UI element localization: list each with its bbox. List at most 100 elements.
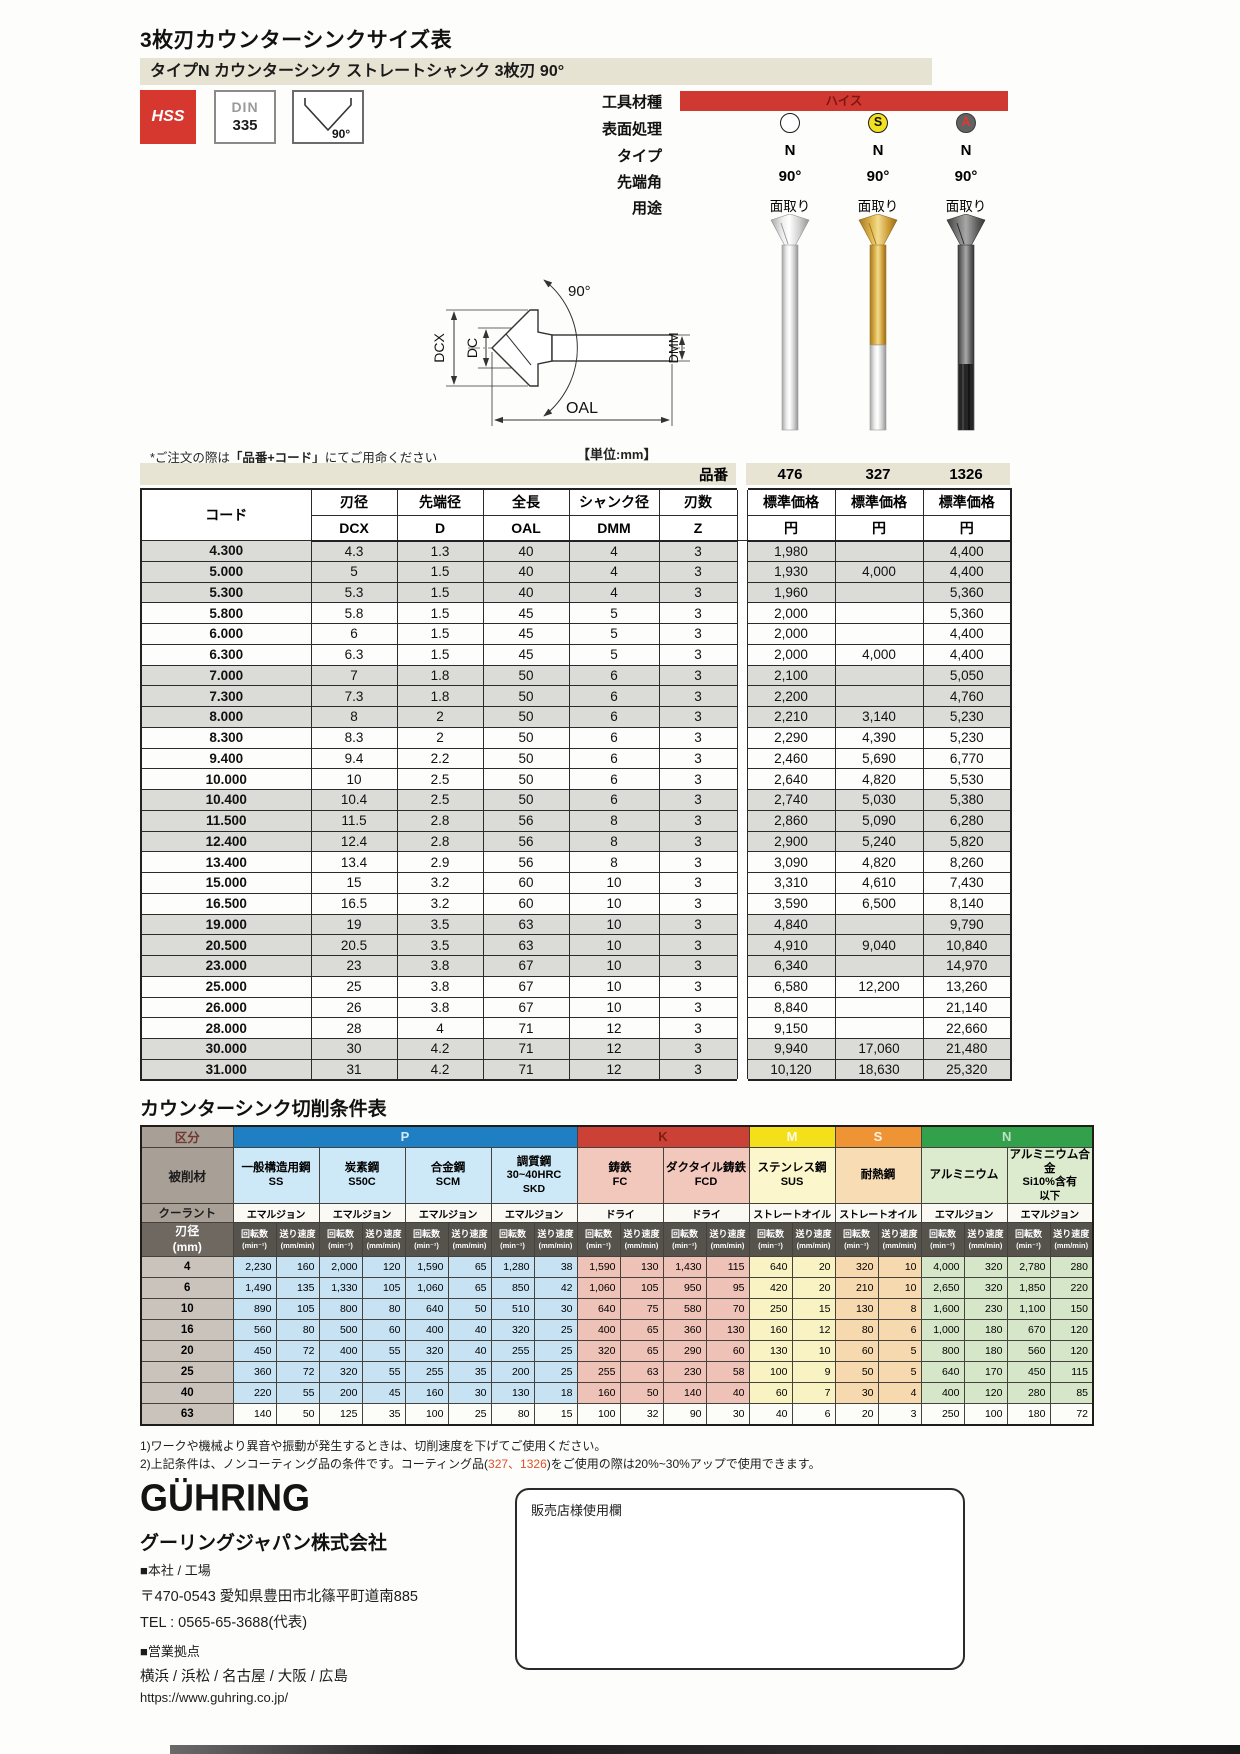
col-subheader-yen: 円	[834, 515, 924, 542]
cut-material: 一般構造用鋼 SS	[232, 1146, 320, 1205]
condition-cell: 220	[232, 1382, 277, 1405]
size-cell: 5	[568, 602, 660, 624]
material-name: 耐熱鋼	[860, 1169, 896, 1182]
cut-group-K: K	[576, 1125, 750, 1148]
size-cell: 67	[482, 996, 570, 1019]
condition-cell: 65	[447, 1277, 492, 1300]
cut-coolant-row: クーラント エマルジョン エマルジョン エマルジョン エマルジョン ドライ ドライ ストレート…	[140, 1203, 1094, 1224]
condition-cell: 95	[705, 1277, 750, 1300]
condition-cell: 50	[619, 1382, 664, 1405]
cut-material: アルミニウム合金 Si10%含有 以下	[1006, 1146, 1094, 1205]
size-cell: 25.000	[140, 975, 312, 998]
part-number-label: 品番	[699, 467, 728, 484]
col-header-z: 刃数	[658, 488, 738, 516]
condition-cell: 250	[748, 1298, 793, 1321]
size-cell: 8,840	[746, 996, 836, 1019]
size-cell: 6	[568, 789, 660, 811]
condition-cell: 1,100	[1006, 1298, 1051, 1321]
size-row: 25.000 25 3.8 67 10 3 6,580 12,200 13,260	[140, 975, 1012, 998]
tel: TEL : 0565-65-3688(代表)	[140, 1615, 308, 1631]
size-cell: 5,360	[922, 581, 1012, 604]
size-cell: 15	[310, 872, 398, 894]
website-url: https://www.guhring.co.jp/	[140, 1690, 289, 1705]
condition-cell: 6	[791, 1403, 836, 1426]
size-row: 15.000 15 3.2 60 10 3 3,310 4,610 7,430	[140, 872, 1012, 894]
size-cell: 8	[568, 809, 660, 832]
col-header-code: コード	[140, 488, 312, 541]
size-cell: 4,610	[834, 872, 924, 894]
type-value: N	[784, 142, 796, 159]
size-cell: 11.5	[310, 809, 398, 832]
size-cell: 1,960	[746, 581, 836, 604]
condition-cell: 85	[1049, 1382, 1094, 1405]
size-cell: 45	[482, 623, 570, 645]
condition-cell: 1,280	[490, 1256, 535, 1279]
spec-label-surface: 表面処理	[601, 121, 662, 138]
size-cell: 8.3	[310, 726, 398, 749]
material-name: ステンレス鋼	[757, 1162, 827, 1175]
size-cell: 50	[482, 768, 570, 790]
condition-cell: 130	[619, 1256, 664, 1279]
size-cell: 18,630	[834, 1058, 924, 1081]
size-gap	[737, 1038, 747, 1060]
product-image-1326	[946, 214, 986, 431]
condition-cell: 2,230	[232, 1256, 277, 1279]
type-value: N	[872, 142, 884, 159]
cutting-note-2: 2)上記条件は、ノンコーティング品の条件です。コーティング品(327、1326)…	[140, 1455, 821, 1472]
size-gap	[737, 1059, 747, 1082]
size-cell: 6.000	[140, 623, 312, 645]
condition-cell: 2,780	[1006, 1256, 1051, 1279]
condition-cell: 105	[619, 1277, 664, 1300]
subheader-rpm: 回転数 (min⁻¹)	[232, 1222, 277, 1258]
size-cell: 4,910	[746, 934, 836, 956]
condition-cell: 250	[920, 1403, 965, 1426]
size-cell: 8	[568, 851, 660, 873]
condition-cell: 420	[748, 1277, 793, 1300]
size-cell: 23.000	[140, 955, 312, 977]
col-header-dmm: シャンク径	[568, 488, 660, 516]
condition-cell: 130	[705, 1319, 750, 1342]
cut-corner-coolant: クーラント	[140, 1203, 234, 1224]
condition-cell: 80	[490, 1403, 535, 1426]
size-cell: 63	[482, 913, 570, 936]
part-number-1326: 1326	[949, 465, 983, 483]
size-cell: 4,000	[834, 643, 924, 666]
size-cell: 3	[658, 643, 738, 666]
condition-cell: 640	[748, 1256, 793, 1279]
size-cell: 2,000	[746, 643, 836, 666]
size-cell: 4,840	[746, 913, 836, 936]
size-cell: 6	[568, 685, 660, 707]
size-cell: 9,150	[746, 1017, 836, 1039]
size-cell: 3	[658, 726, 738, 749]
spec-label-type: タイプ	[616, 148, 662, 165]
size-gap	[737, 893, 747, 914]
size-cell: 30.000	[140, 1038, 312, 1060]
condition-cell: 140	[232, 1403, 277, 1426]
size-cell: 8	[310, 706, 398, 728]
size-cell: 4.2	[396, 1058, 484, 1081]
cut-material: 耐熱鋼	[834, 1146, 922, 1205]
condition-cell: 40	[447, 1319, 492, 1342]
dimension-drawing: 90° DCX DC DMM OAL	[431, 279, 690, 426]
size-cell: 4,820	[834, 768, 924, 790]
material-name: アルミニウム合金	[1009, 1148, 1090, 1175]
condition-cell: 255	[576, 1361, 621, 1384]
use-value: 面取り	[857, 199, 899, 214]
col-header-dcx: 刃径	[310, 488, 398, 516]
size-cell: 63	[482, 934, 570, 956]
use-value: 面取り	[769, 199, 811, 214]
size-gap	[737, 602, 747, 624]
size-cell: 4	[568, 581, 660, 604]
size-row: 26.000 26 3.8 67 10 3 8,840 21,140	[140, 996, 1012, 1019]
size-cell: 5,030	[834, 789, 924, 811]
condition-cell: 1,590	[404, 1256, 449, 1279]
size-gap	[737, 706, 747, 728]
drawing-dc-label: DC	[464, 338, 480, 358]
size-cell: 2.2	[396, 747, 484, 770]
condition-cell: 50	[447, 1298, 492, 1321]
size-row: 28.000 28 4 71 12 3 9,150 22,660	[140, 1017, 1012, 1039]
condition-cell: 7	[791, 1382, 836, 1405]
size-cell: 71	[482, 1017, 570, 1039]
size-cell: 2,100	[746, 664, 836, 687]
size-cell: 13.4	[310, 851, 398, 873]
